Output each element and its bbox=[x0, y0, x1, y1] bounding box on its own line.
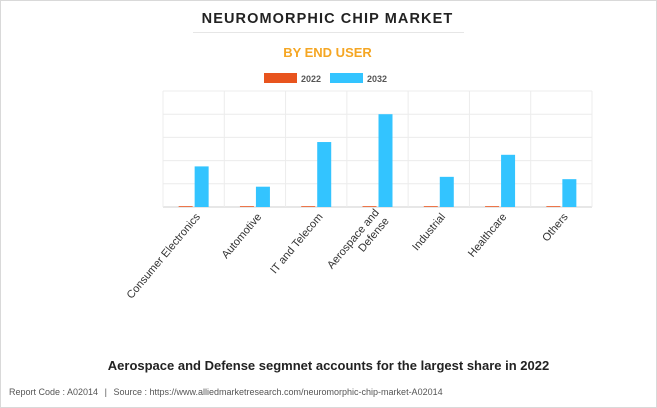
bar-2022-4 bbox=[423, 206, 438, 207]
report-code: Report Code : A02014 bbox=[9, 387, 99, 397]
x-tick-label: Healthcare bbox=[466, 211, 509, 259]
x-tick-label: IT and Telecom bbox=[268, 211, 325, 276]
bar-2022-0 bbox=[178, 206, 193, 207]
x-tick-label-line: Consumer Electronics bbox=[125, 211, 204, 302]
x-tick-label: Automotive bbox=[220, 211, 265, 261]
legend-label-2022: 2022 bbox=[301, 74, 321, 84]
footer: Report Code : A02014 | Source : https://… bbox=[9, 387, 443, 397]
bars bbox=[178, 114, 577, 207]
bar-2032-0 bbox=[194, 166, 209, 207]
bar-2022-3 bbox=[362, 206, 377, 207]
x-tick-label: Consumer Electronics bbox=[125, 211, 204, 302]
bar-2032-6 bbox=[562, 179, 577, 207]
chart-caption: Aerospace and Defense segmnet accounts f… bbox=[107, 358, 550, 373]
x-tick-label: Aerospace andDefense bbox=[325, 207, 392, 280]
bar-2032-1 bbox=[255, 186, 270, 207]
bar-2022-2 bbox=[301, 206, 316, 207]
x-tick-label-line: Automotive bbox=[220, 211, 265, 261]
bar-2022-5 bbox=[485, 206, 500, 207]
legend-label-2032: 2032 bbox=[367, 74, 387, 84]
bar-2032-5 bbox=[501, 154, 516, 207]
bar-2022-1 bbox=[239, 206, 254, 207]
x-tick-label: Industrial bbox=[410, 211, 448, 253]
bar-2032-4 bbox=[439, 176, 454, 207]
bar-chart: 2022 2032 Consumer Electronics Automotive I… bbox=[125, 73, 593, 301]
bar-2022-6 bbox=[546, 206, 561, 207]
legend-swatch-2022 bbox=[264, 73, 297, 83]
x-axis-labels: Consumer Electronics Automotive IT and Tel… bbox=[125, 207, 571, 301]
bar-2032-3 bbox=[378, 114, 393, 207]
legend: 2022 2032 bbox=[264, 73, 387, 84]
chart-title: NEUROMORPHIC CHIP MARKET bbox=[201, 11, 454, 27]
x-tick-label-line: Others bbox=[540, 211, 571, 244]
x-tick-label-line: IT and Telecom bbox=[268, 211, 325, 276]
title-divider bbox=[193, 32, 464, 33]
grid-lines bbox=[162, 90, 593, 208]
x-tick-label-line: Industrial bbox=[410, 211, 448, 253]
footer-separator: | bbox=[104, 387, 107, 397]
source-link[interactable]: Source : https://www.alliedmarketresearc… bbox=[113, 387, 443, 397]
x-tick-label-line: Healthcare bbox=[466, 211, 509, 259]
x-tick-label: Others bbox=[540, 211, 571, 244]
bar-2032-2 bbox=[317, 142, 332, 207]
chart-subtitle: BY END USER bbox=[283, 45, 372, 60]
legend-swatch-2032 bbox=[330, 73, 363, 83]
